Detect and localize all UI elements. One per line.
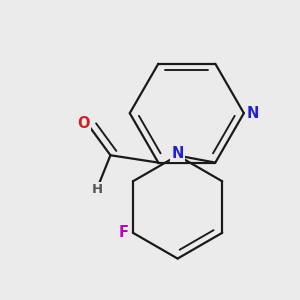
Text: N: N xyxy=(171,146,184,161)
Text: H: H xyxy=(92,183,103,196)
Text: F: F xyxy=(119,225,129,240)
Text: N: N xyxy=(247,106,259,121)
Text: O: O xyxy=(77,116,90,131)
